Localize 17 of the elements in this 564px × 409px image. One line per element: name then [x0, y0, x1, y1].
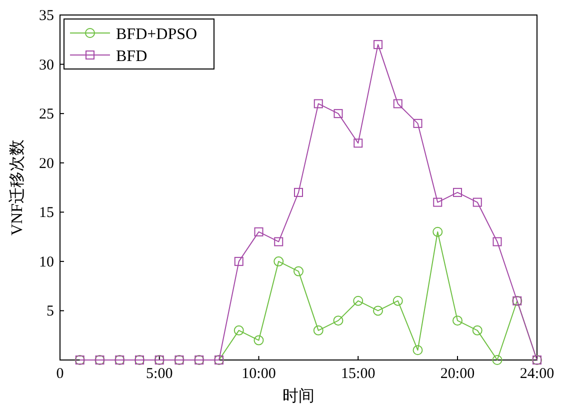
y-tick-label: 30 — [39, 57, 54, 74]
legend-label: BFD — [116, 48, 148, 65]
y-axis-title: VNF迁移次数 — [8, 139, 26, 236]
x-tick-label: 20:00 — [440, 366, 475, 382]
x-tick-label: 5:00 — [146, 366, 173, 382]
legend-label: BFD+DPSO — [116, 26, 198, 43]
x-tick-label: 0 — [56, 366, 64, 382]
y-tick-label: 15 — [39, 205, 54, 222]
y-tick-label: 25 — [39, 106, 54, 123]
x-tick-label: 10:00 — [242, 366, 276, 382]
y-tick-label: 20 — [39, 156, 54, 172]
y-tick-label: 5 — [46, 304, 54, 320]
x-axis-title: 时间 — [282, 387, 314, 405]
x-tick-label: 24:00 — [520, 366, 554, 382]
y-tick-label: 10 — [39, 254, 54, 270]
y-tick-label: 35 — [39, 8, 54, 24]
x-tick-label: 15:00 — [341, 366, 376, 382]
